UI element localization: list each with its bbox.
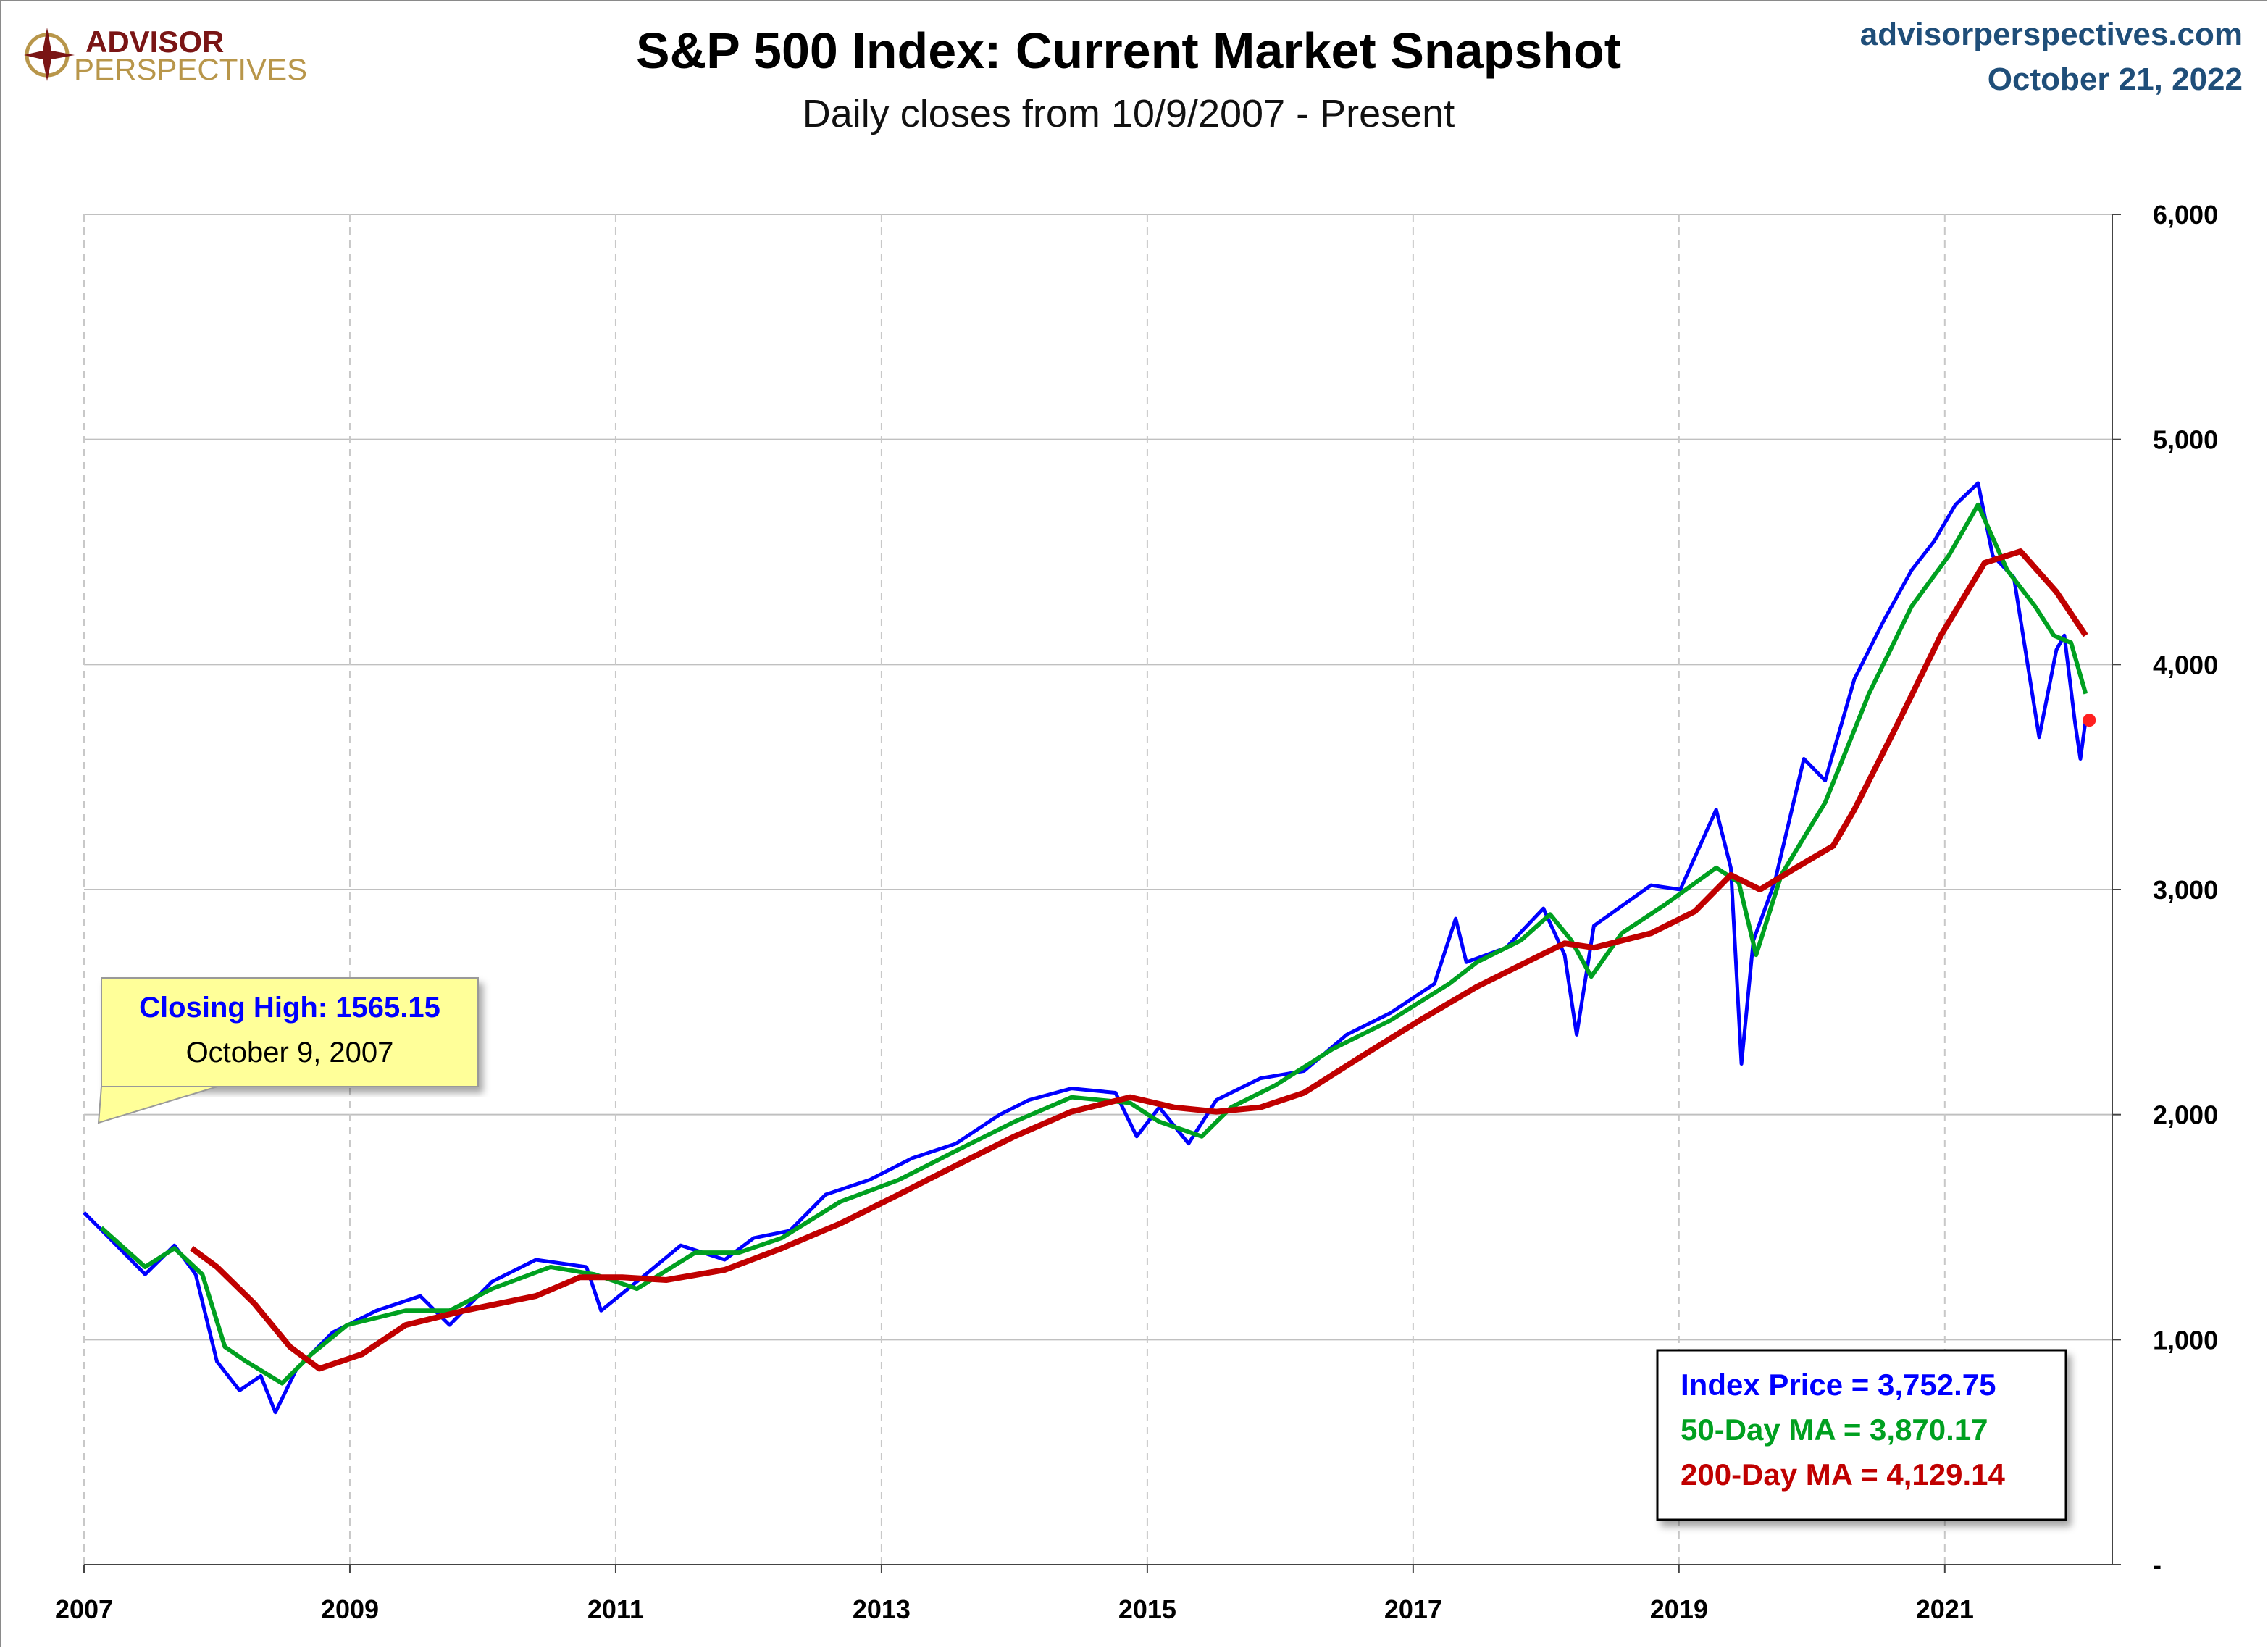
x-tick-label: 2009 <box>321 1594 379 1624</box>
callout-title: Closing High: 1565.15 <box>139 992 440 1024</box>
site-url[interactable]: advisorperspectives.com <box>1860 17 2243 52</box>
y-tick-label: 6,000 <box>2153 200 2218 230</box>
index-price-line <box>83 481 2088 1415</box>
current-price-marker <box>2083 714 2096 727</box>
series-lines <box>83 481 2096 1415</box>
advisor-perspectives-logo: ADVISOR PERSPECTIVES <box>24 25 307 86</box>
callout-date: October 9, 2007 <box>186 1037 394 1068</box>
x-tick-label: 2017 <box>1384 1594 1442 1624</box>
y-tick-label: 2,000 <box>2153 1100 2218 1130</box>
values-legend: Index Price = 3,752.75 50-Day MA = 3,870… <box>1656 1349 2067 1521</box>
chart-title: S&P 500 Index: Current Market Snapshot <box>636 22 1621 79</box>
y-tick-label: 1,000 <box>2153 1325 2218 1355</box>
logo-line2: PERSPECTIVES <box>74 52 307 86</box>
axes: - 1,000 2,000 3,000 4,000 5,000 6,000 2007 2009 2… <box>55 200 2218 1624</box>
x-tick-label: 2021 <box>1916 1594 1974 1624</box>
x-tick-label: 2007 <box>55 1594 113 1624</box>
gridlines <box>83 214 2112 1565</box>
snapshot-date: October 21, 2022 <box>1988 62 2243 97</box>
logo-line1: ADVISOR <box>85 25 224 59</box>
x-tick-label: 2013 <box>853 1594 911 1624</box>
y-tick-label: 3,000 <box>2153 875 2218 905</box>
x-tick-label: 2019 <box>1650 1594 1708 1624</box>
chart-subtitle: Daily closes from 10/9/2007 - Present <box>803 92 1455 135</box>
compass-icon <box>24 28 75 81</box>
closing-high-callout: Closing High: 1565.15 October 9, 2007 <box>97 977 479 1124</box>
y-tick-label: 4,000 <box>2153 650 2218 679</box>
legend-index-price: Index Price = 3,752.75 <box>1681 1368 1996 1402</box>
x-tick-label: 2011 <box>587 1594 644 1624</box>
y-tick-label: - <box>2153 1550 2162 1580</box>
x-tick-label: 2015 <box>1118 1594 1176 1624</box>
ma200-line <box>190 548 2088 1372</box>
y-tick-label: 5,000 <box>2153 425 2218 455</box>
ma50-line <box>99 502 2088 1386</box>
legend-200day-ma: 200-Day MA = 4,129.14 <box>1681 1457 2006 1492</box>
legend-50day-ma: 50-Day MA = 3,870.17 <box>1681 1413 1988 1447</box>
